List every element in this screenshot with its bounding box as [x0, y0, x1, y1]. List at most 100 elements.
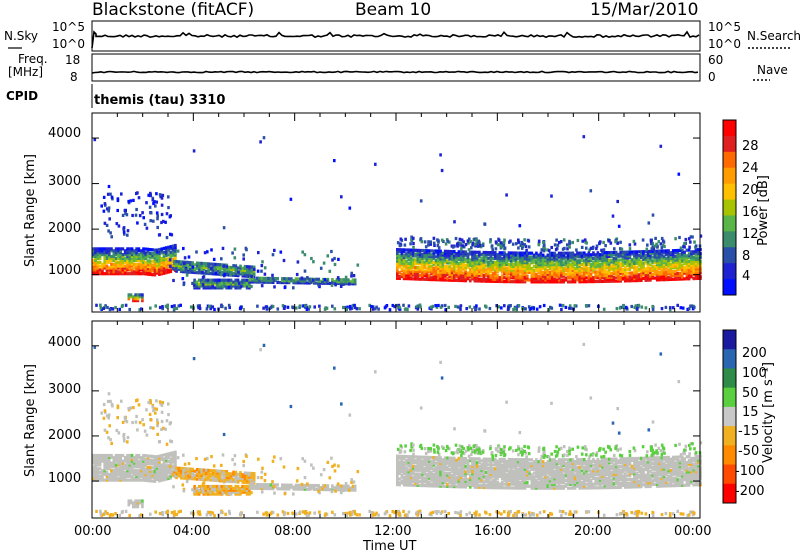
power-cell: [407, 277, 410, 281]
power-cell: [521, 257, 524, 261]
velocity-cell: [331, 488, 334, 492]
power-cell: [450, 261, 454, 265]
power-cell: [455, 265, 458, 269]
velocity-cell: [553, 458, 556, 462]
velocity-cell: [418, 457, 422, 461]
power-cell: [510, 255, 513, 259]
power-cell: [241, 280, 244, 284]
velocity-cell: [583, 469, 586, 473]
power-cell: [592, 262, 595, 266]
velocity-cell: [400, 464, 404, 468]
velocity-cell: [537, 473, 540, 477]
velocity-cell: [137, 463, 141, 467]
power-cell: [537, 253, 540, 257]
velocity-cell: [580, 459, 584, 464]
velocity-cell: [202, 477, 206, 482]
power-cell: [434, 270, 438, 274]
velocity-cell: [135, 474, 138, 478]
power-cell: [535, 280, 538, 284]
velocity-cell: [218, 473, 222, 477]
power-cell: [562, 255, 565, 259]
velocity-cell: [398, 468, 401, 472]
power-cell: [446, 253, 449, 257]
velocity-cell: [482, 461, 486, 465]
power-cell: [195, 250, 198, 254]
power-cell: [105, 264, 109, 268]
power-cell: [494, 277, 497, 282]
power-cell: [160, 262, 163, 266]
velocity-cell: [402, 454, 406, 459]
power-cell: [443, 265, 447, 269]
velocity-cell: [177, 474, 181, 478]
velocity-cell: [512, 473, 515, 477]
power-cell: [455, 275, 458, 279]
velocity-cell: [216, 469, 219, 473]
power-cell: [535, 253, 538, 257]
velocity-cell: [246, 475, 249, 479]
power-cell: [160, 264, 163, 268]
power-cell: [439, 251, 442, 255]
velocity-cell: [457, 479, 461, 483]
power-cell: [133, 270, 136, 274]
velocity-cell: [505, 486, 508, 490]
velocity-cell: [505, 482, 508, 486]
velocity-cell: [236, 480, 240, 484]
power-cell: [177, 262, 181, 266]
power-cell: [396, 276, 399, 280]
velocity-cell: [569, 480, 572, 485]
power-cell: [123, 258, 127, 262]
velocity-cell: [146, 454, 150, 458]
power-cell: [603, 268, 607, 272]
velocity-cell: [507, 459, 511, 463]
velocity-cell: [239, 478, 242, 482]
power-cell: [439, 255, 442, 259]
power-cell: [521, 280, 524, 284]
velocity-cell: [186, 477, 189, 481]
power-cell: [594, 262, 597, 266]
velocity-cell: [498, 469, 502, 473]
velocity-cell: [473, 470, 477, 474]
time-tick: 12:00: [374, 524, 412, 539]
power-cell: [136, 299, 140, 303]
velocity-cell: [416, 464, 420, 469]
velocity-cell: [464, 479, 467, 483]
velocity-cell: [137, 459, 141, 463]
velocity-cell: [421, 476, 424, 480]
velocity-cell: [174, 458, 177, 462]
velocity-cell: [155, 466, 159, 470]
power-cell: [587, 251, 591, 255]
velocity-cell: [227, 486, 231, 490]
power-cell: [596, 272, 600, 276]
power-cell: [471, 258, 474, 262]
velocity-cell: [457, 471, 461, 476]
velocity-cell: [576, 458, 579, 462]
power-cell: [151, 263, 154, 267]
power-cell: [243, 282, 247, 286]
velocity-cell: [112, 465, 116, 469]
power-cell: [414, 267, 417, 271]
power-cell: [571, 278, 575, 282]
velocity-cell: [110, 402, 114, 406]
power-cell: [446, 249, 449, 253]
velocity-cell: [500, 463, 504, 467]
power-cell: [441, 255, 445, 259]
power-cell: [473, 279, 477, 283]
velocity-cell: [430, 484, 433, 488]
velocity-cell: [139, 455, 143, 459]
power-cell: [503, 264, 506, 268]
velocity-cell: [216, 486, 219, 490]
velocity-cell: [437, 484, 440, 488]
power-cell: [503, 257, 506, 261]
power-cell: [455, 253, 458, 258]
power-cell: [130, 268, 134, 272]
power-cell: [138, 293, 142, 297]
power-cell: [576, 251, 579, 255]
power-cell: [107, 229, 110, 233]
power-cell: [491, 260, 495, 264]
power-cell: [478, 268, 481, 272]
power-cell: [519, 251, 522, 255]
power-cell: [407, 252, 410, 256]
power-cell: [453, 274, 456, 279]
power-cell: [112, 249, 116, 253]
power-cell: [258, 278, 261, 282]
